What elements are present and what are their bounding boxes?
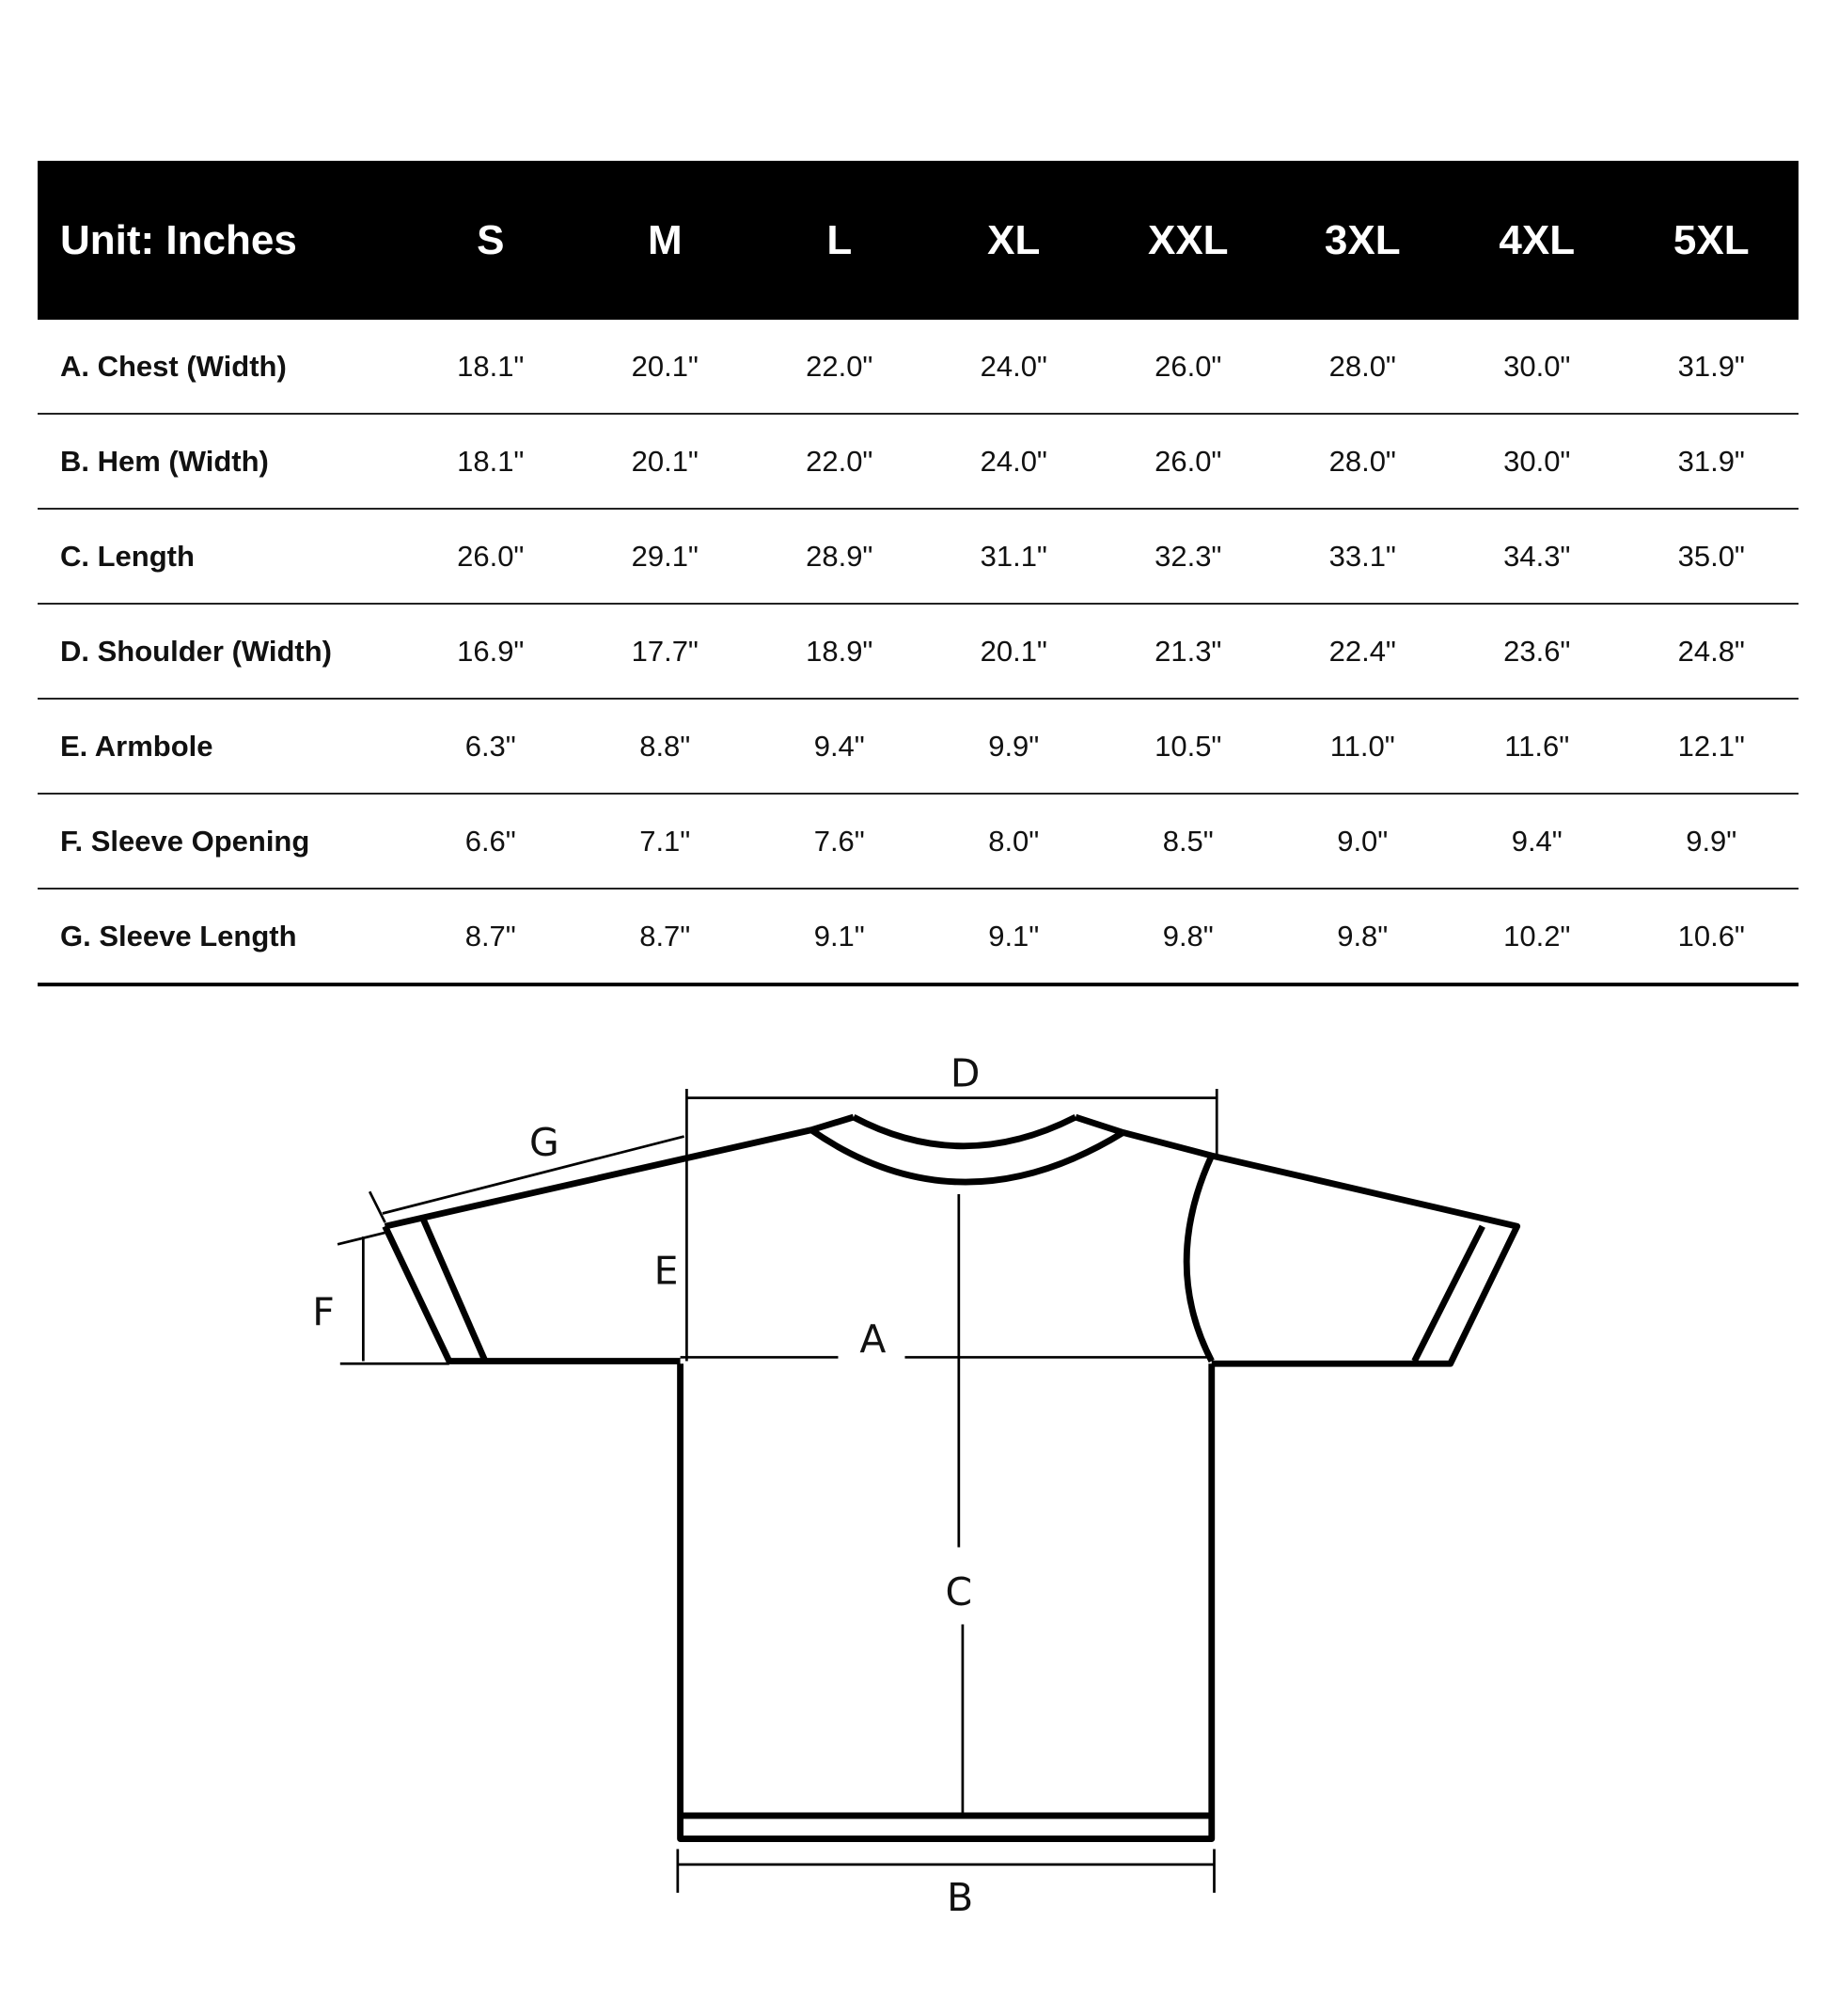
measurement-value: 6.6" bbox=[464, 824, 516, 858]
measurement-value: 35.0" bbox=[1677, 539, 1745, 573]
label-c: C bbox=[946, 1569, 973, 1614]
table-row: A. Chest (Width) 18.1" 20.1" 22.0" 24.0" 26.0… bbox=[38, 320, 1799, 415]
measurement-value: 31.1" bbox=[980, 539, 1047, 573]
measurement-value: 7.6" bbox=[813, 824, 865, 858]
measurement-value: 18.1" bbox=[457, 444, 525, 478]
measurement-value: 16.9" bbox=[457, 634, 525, 668]
measurement-value: 6.3" bbox=[464, 729, 516, 763]
measurement-value: 30.0" bbox=[1503, 349, 1571, 383]
measurement-label: E. Armbole bbox=[60, 729, 213, 763]
measurement-value: 26.0" bbox=[457, 539, 525, 573]
measurement-value: 17.7" bbox=[631, 634, 699, 668]
measurement-value: 9.9" bbox=[1686, 824, 1737, 858]
label-b: B bbox=[947, 1875, 973, 1920]
label-g: G bbox=[529, 1120, 559, 1165]
measurement-value: 12.1" bbox=[1677, 729, 1745, 763]
size-chart-table: Unit: Inches S M L XL XXL 3XL 4XL 5XL A.… bbox=[38, 161, 1799, 986]
size-header: XXL bbox=[1147, 216, 1229, 263]
tshirt-outline bbox=[382, 1113, 1521, 1842]
measurement-value: 11.6" bbox=[1504, 729, 1570, 763]
size-header: L bbox=[826, 216, 853, 263]
measurement-value: 8.0" bbox=[988, 824, 1040, 858]
measurement-value: 23.6" bbox=[1503, 634, 1571, 668]
measurement-value: 10.6" bbox=[1677, 919, 1745, 953]
measurement-value: 26.0" bbox=[1155, 349, 1222, 383]
table-row: C. Length 26.0" 29.1" 28.9" 31.1" 32.3" 33.1" 3… bbox=[38, 510, 1799, 605]
measurement-label: F. Sleeve Opening bbox=[60, 824, 310, 858]
measurement-value: 8.7" bbox=[639, 919, 691, 953]
measurement-value: 10.2" bbox=[1503, 919, 1571, 953]
measurement-value: 22.4" bbox=[1328, 634, 1396, 668]
measurement-value: 31.9" bbox=[1677, 349, 1745, 383]
table-row: D. Shoulder (Width) 16.9" 17.7" 18.9" 20.1" 2… bbox=[38, 605, 1799, 700]
measurement-value: 26.0" bbox=[1155, 444, 1222, 478]
measurement-value: 11.0" bbox=[1329, 729, 1395, 763]
measurement-value: 9.9" bbox=[988, 729, 1040, 763]
measurement-value: 32.3" bbox=[1155, 539, 1222, 573]
label-a: A bbox=[859, 1316, 886, 1362]
measurement-label: G. Sleeve Length bbox=[60, 919, 297, 953]
size-header: 3XL bbox=[1324, 216, 1401, 263]
measurement-label: B. Hem (Width) bbox=[60, 444, 269, 478]
measurement-value: 24.0" bbox=[980, 444, 1047, 478]
label-f: F bbox=[312, 1289, 335, 1334]
measurement-label: D. Shoulder (Width) bbox=[60, 634, 333, 668]
measurement-value: 24.8" bbox=[1677, 634, 1745, 668]
table-header: Unit: Inches S M L XL XXL 3XL 4XL 5XL bbox=[38, 161, 1799, 320]
measurement-value: 9.0" bbox=[1337, 824, 1389, 858]
measurement-lines bbox=[337, 1089, 1218, 1893]
measurement-value: 9.1" bbox=[988, 919, 1040, 953]
measurement-value: 28.0" bbox=[1328, 349, 1396, 383]
size-header: 5XL bbox=[1673, 216, 1750, 263]
measurement-value: 30.0" bbox=[1503, 444, 1571, 478]
table-row: F. Sleeve Opening 6.6" 7.1" 7.6" 8.0" 8.5" 9.0… bbox=[38, 795, 1799, 890]
measurement-value: 28.0" bbox=[1328, 444, 1396, 478]
measurement-value: 9.1" bbox=[813, 919, 865, 953]
size-header: 4XL bbox=[1499, 216, 1576, 263]
measurement-value: 21.3" bbox=[1155, 634, 1222, 668]
measurement-value: 18.9" bbox=[806, 634, 873, 668]
measurement-value: 8.8" bbox=[639, 729, 691, 763]
table-row: G. Sleeve Length 8.7" 8.7" 9.1" 9.1" 9.8" 9.8"… bbox=[38, 890, 1799, 986]
size-header: XL bbox=[987, 216, 1041, 263]
measurement-value: 9.4" bbox=[1511, 824, 1563, 858]
measurement-value: 20.1" bbox=[631, 444, 699, 478]
measurement-value: 18.1" bbox=[457, 349, 525, 383]
measurement-value: 22.0" bbox=[806, 349, 873, 383]
measurement-value: 10.5" bbox=[1155, 729, 1222, 763]
size-header: M bbox=[647, 216, 683, 263]
measurement-label: C. Length bbox=[60, 539, 195, 573]
measurement-value: 9.8" bbox=[1337, 919, 1389, 953]
measurement-value: 8.5" bbox=[1162, 824, 1214, 858]
label-d: D bbox=[950, 1050, 981, 1095]
table-row: B. Hem (Width) 18.1" 20.1" 22.0" 24.0" 26.0" 2… bbox=[38, 415, 1799, 510]
measurement-value: 28.9" bbox=[806, 539, 873, 573]
measurement-value: 22.0" bbox=[806, 444, 873, 478]
measurement-value: 20.1" bbox=[980, 634, 1047, 668]
measurement-label: A. Chest (Width) bbox=[60, 349, 287, 383]
measurement-value: 34.3" bbox=[1503, 539, 1571, 573]
label-e: E bbox=[654, 1249, 679, 1294]
measurement-value: 29.1" bbox=[631, 539, 699, 573]
measurement-value: 9.4" bbox=[813, 729, 865, 763]
table-row: E. Armbole 6.3" 8.8" 9.4" 9.9" 10.5" 11.0" 11.6… bbox=[38, 700, 1799, 795]
measurement-value: 7.1" bbox=[639, 824, 691, 858]
measurement-value: 20.1" bbox=[631, 349, 699, 383]
measurement-value: 8.7" bbox=[464, 919, 516, 953]
unit-label: Unit: Inches bbox=[60, 216, 297, 263]
measurement-value: 24.0" bbox=[980, 349, 1047, 383]
size-header: S bbox=[477, 216, 505, 263]
measurement-value: 9.8" bbox=[1162, 919, 1214, 953]
measurement-value: 31.9" bbox=[1677, 444, 1745, 478]
measurement-value: 33.1" bbox=[1328, 539, 1396, 573]
